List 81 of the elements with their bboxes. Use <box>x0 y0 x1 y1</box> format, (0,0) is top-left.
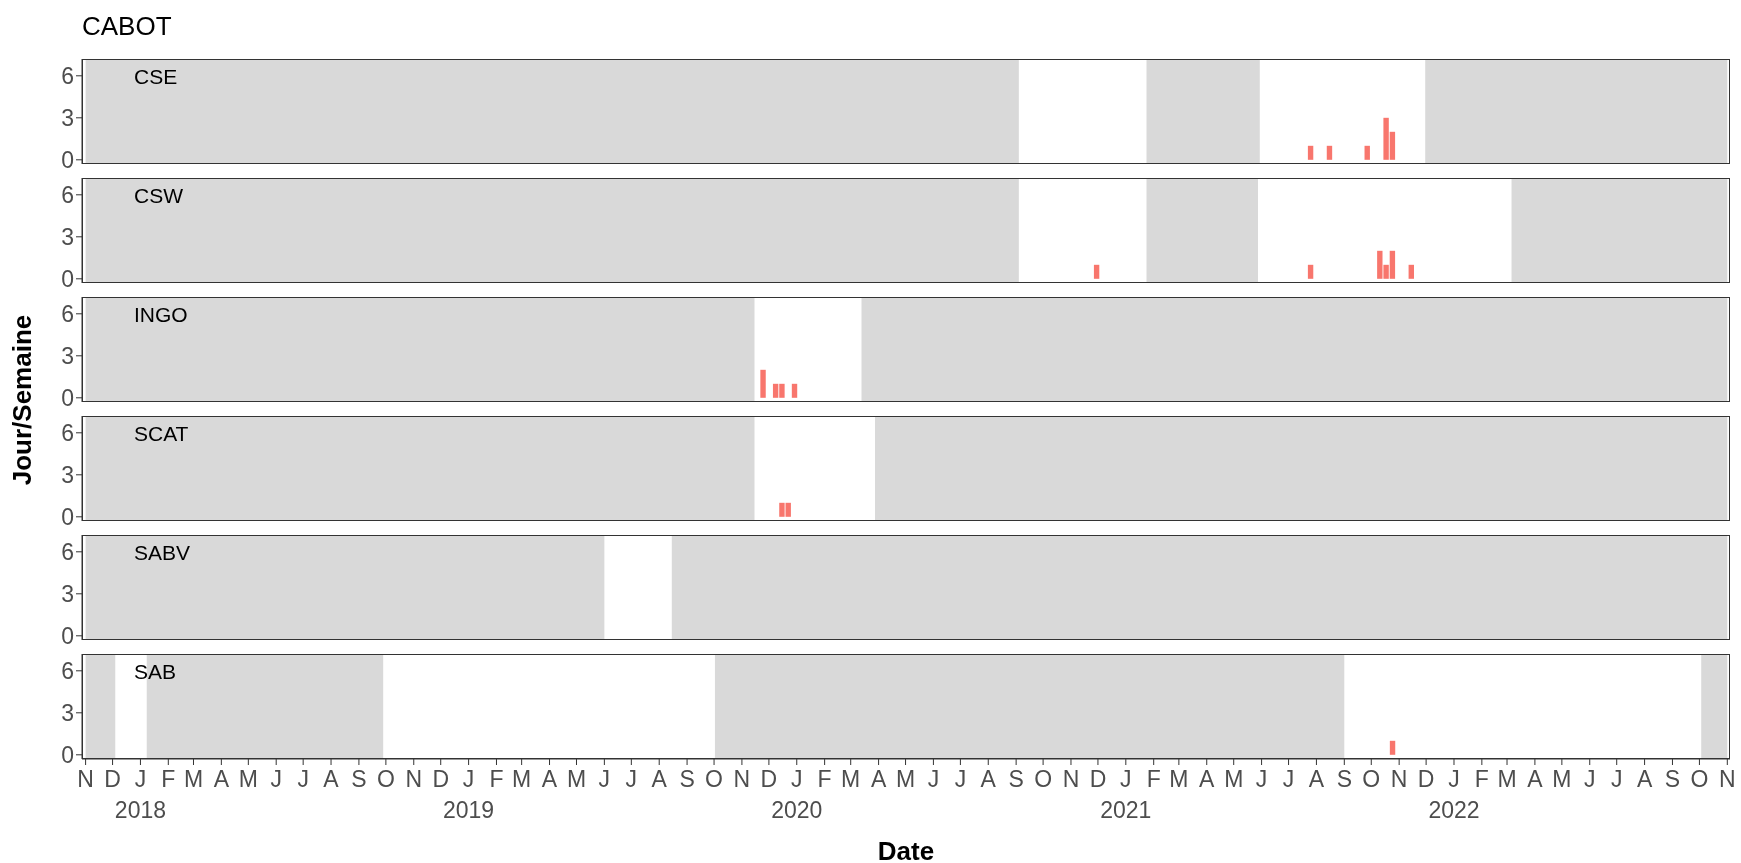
x-tick-label: N <box>733 766 751 793</box>
x-tick-label: A <box>1636 766 1653 793</box>
x-tick-label: A <box>870 766 887 793</box>
x-tick-label: N <box>1718 766 1736 793</box>
x-tick-label: S <box>1664 766 1681 793</box>
y-tick-label: 3 <box>61 699 74 726</box>
x-tick-label: J <box>270 766 282 793</box>
bar <box>1364 145 1370 160</box>
y-tick-label: 0 <box>61 503 74 530</box>
x-tick-label: A <box>980 766 997 793</box>
x-tick-label: M <box>1497 766 1517 793</box>
x-tick-label: O <box>1362 766 1381 793</box>
x-tick-label: A <box>323 766 340 793</box>
y-axis-title: Jour/Semaine <box>6 314 38 486</box>
x-tick-label: S <box>351 766 367 793</box>
chart-title: CABOT <box>82 11 172 42</box>
annotation: CSW <box>134 184 183 208</box>
x-tick-label: M <box>183 766 204 793</box>
x-tick-label: F <box>1146 766 1161 793</box>
x-tick-label: S <box>679 766 695 793</box>
x-tick-label: J <box>927 766 940 793</box>
x-tick-label: O <box>705 766 723 793</box>
y-tick-label: 0 <box>61 146 74 173</box>
x-tick-label: J <box>1610 766 1623 793</box>
annotation: SCAT <box>134 422 189 446</box>
x-tick-label: F <box>489 766 504 793</box>
x-tick-label: A <box>1308 766 1325 793</box>
y-tick-label: 3 <box>61 104 74 131</box>
annotation: CSE <box>134 65 178 89</box>
x-tick-label: J <box>1255 766 1268 793</box>
x-tick-label: A <box>1527 766 1544 793</box>
annotation: INGO <box>134 303 188 327</box>
x-tick-label: F <box>1474 766 1489 793</box>
y-tick-label: 0 <box>61 741 74 768</box>
x-tick-label: M <box>895 766 916 793</box>
bar <box>1307 145 1314 160</box>
x-tick-label: J <box>954 766 967 793</box>
annotation: SABV <box>134 541 191 565</box>
x-tick-label: J <box>1282 766 1295 793</box>
x-tick-label: J <box>598 766 611 793</box>
y-tick-label: 6 <box>61 62 74 89</box>
x-tick-label: F <box>161 766 176 793</box>
y-tick-label: 0 <box>61 384 74 411</box>
x-tick-label: A <box>651 766 668 793</box>
x-tick-label: M <box>841 766 861 793</box>
y-tick-label: 0 <box>61 622 74 649</box>
annotation: SAB <box>134 660 177 684</box>
x-tick-label: M <box>1552 766 1572 793</box>
x-tick-label: A <box>1199 766 1216 793</box>
x-tick-label: N <box>1390 766 1408 793</box>
x-tick-label: O <box>376 766 395 793</box>
x-tick-label: M <box>512 766 532 793</box>
x-tick-label: O <box>1690 766 1709 793</box>
y-tick-label: 3 <box>61 580 74 607</box>
x-tick-label: J <box>1583 766 1596 793</box>
x-tick-label: J <box>625 766 638 793</box>
x-tick-label: S <box>1336 766 1352 793</box>
x-tick-label: N <box>405 766 423 793</box>
x-tick-label: F <box>817 766 832 793</box>
bar <box>1326 145 1333 160</box>
x-tick-label: J <box>297 766 309 793</box>
y-tick-label: 3 <box>61 223 74 250</box>
x-tick-label: A <box>213 766 230 793</box>
y-tick-label: 0 <box>61 265 74 292</box>
x-tick-label: S <box>1008 766 1024 793</box>
x-tick-label: A <box>541 766 558 793</box>
x-tick-label: O <box>1034 766 1053 793</box>
x-tick-label: M <box>1224 766 1244 793</box>
x-tick-label: M <box>238 766 258 793</box>
y-tick-label: 6 <box>61 657 74 684</box>
y-tick-label: 3 <box>61 461 74 488</box>
x-tick-label: M <box>1169 766 1189 793</box>
x-tick-label: N <box>1062 766 1080 793</box>
y-tick-label: 3 <box>61 342 74 369</box>
y-tick-label: 6 <box>61 419 74 446</box>
x-axis-title: Date <box>877 835 935 863</box>
y-tick-label: 6 <box>61 181 74 208</box>
x-tick-label: M <box>566 766 587 793</box>
x-tick-label: N <box>77 766 94 793</box>
y-tick-label: 6 <box>61 538 74 565</box>
y-tick-label: 6 <box>61 300 74 327</box>
